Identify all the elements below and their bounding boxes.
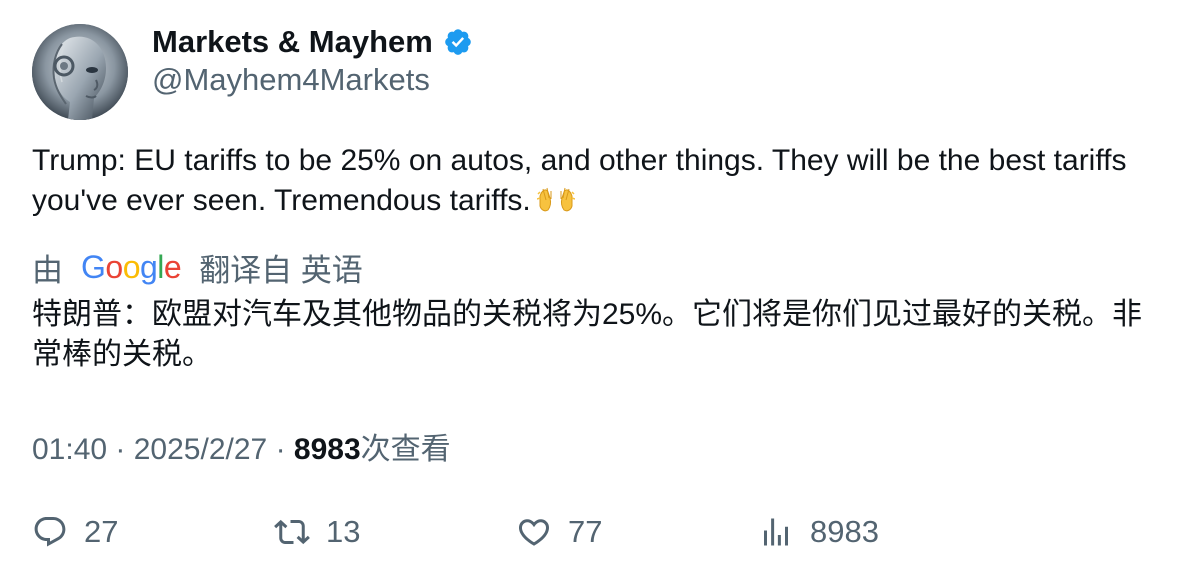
retweet-count: 13 (326, 514, 361, 549)
bar-chart-icon (764, 518, 788, 546)
meta-separator: · (275, 433, 294, 466)
views-count: 8983 (293, 433, 361, 466)
display-name[interactable]: Markets & Mayhem (152, 24, 433, 59)
robot-avatar-image (32, 24, 128, 120)
tweet-text: Trump: EU tariffs to be 25% on autos, an… (32, 141, 1152, 225)
retweet-button[interactable]: 13 (274, 508, 360, 556)
author-handle[interactable]: @Mayhem4Markets (152, 62, 430, 97)
action-bar: 27 13 77 8983 (32, 508, 1172, 556)
reply-count: 27 (84, 514, 119, 549)
tweet-time[interactable]: 01:40 (32, 433, 108, 466)
like-count: 77 (568, 514, 603, 549)
translation-attribution[interactable]: 由 Google 翻译自 英语 (32, 244, 363, 290)
reply-button[interactable]: 27 (32, 508, 118, 556)
author-name-row[interactable]: Markets & Mayhem (152, 22, 473, 62)
open-hands-emoji (536, 185, 576, 225)
like-button[interactable]: 77 (516, 508, 602, 556)
tweet-meta: 01:40 · 2025/2/27 · 8983次查看 (32, 424, 451, 468)
translation-prefix: 由 (32, 252, 63, 288)
verified-badge-icon (443, 27, 473, 57)
avatar[interactable] (32, 24, 128, 120)
meta-separator: · (115, 433, 134, 466)
translation-suffix: 翻译自 英语 (199, 252, 363, 288)
translated-tweet-text: 特朗普：欧盟对汽车及其他物品的关税将为25%。它们将是你们见过最好的关税。非常棒… (32, 298, 1143, 371)
tweet-text-body: Trump: EU tariffs to be 25% on autos, an… (32, 144, 1127, 217)
reply-icon (34, 517, 66, 547)
google-logo: Google (81, 248, 182, 285)
tweet-date[interactable]: 2025/2/27 (133, 433, 268, 466)
views-action-count: 8983 (810, 514, 879, 549)
heart-icon (518, 519, 550, 546)
views-button[interactable]: 8983 (758, 508, 879, 556)
views-label: 次查看 (360, 433, 451, 466)
retweet-icon (274, 519, 310, 545)
